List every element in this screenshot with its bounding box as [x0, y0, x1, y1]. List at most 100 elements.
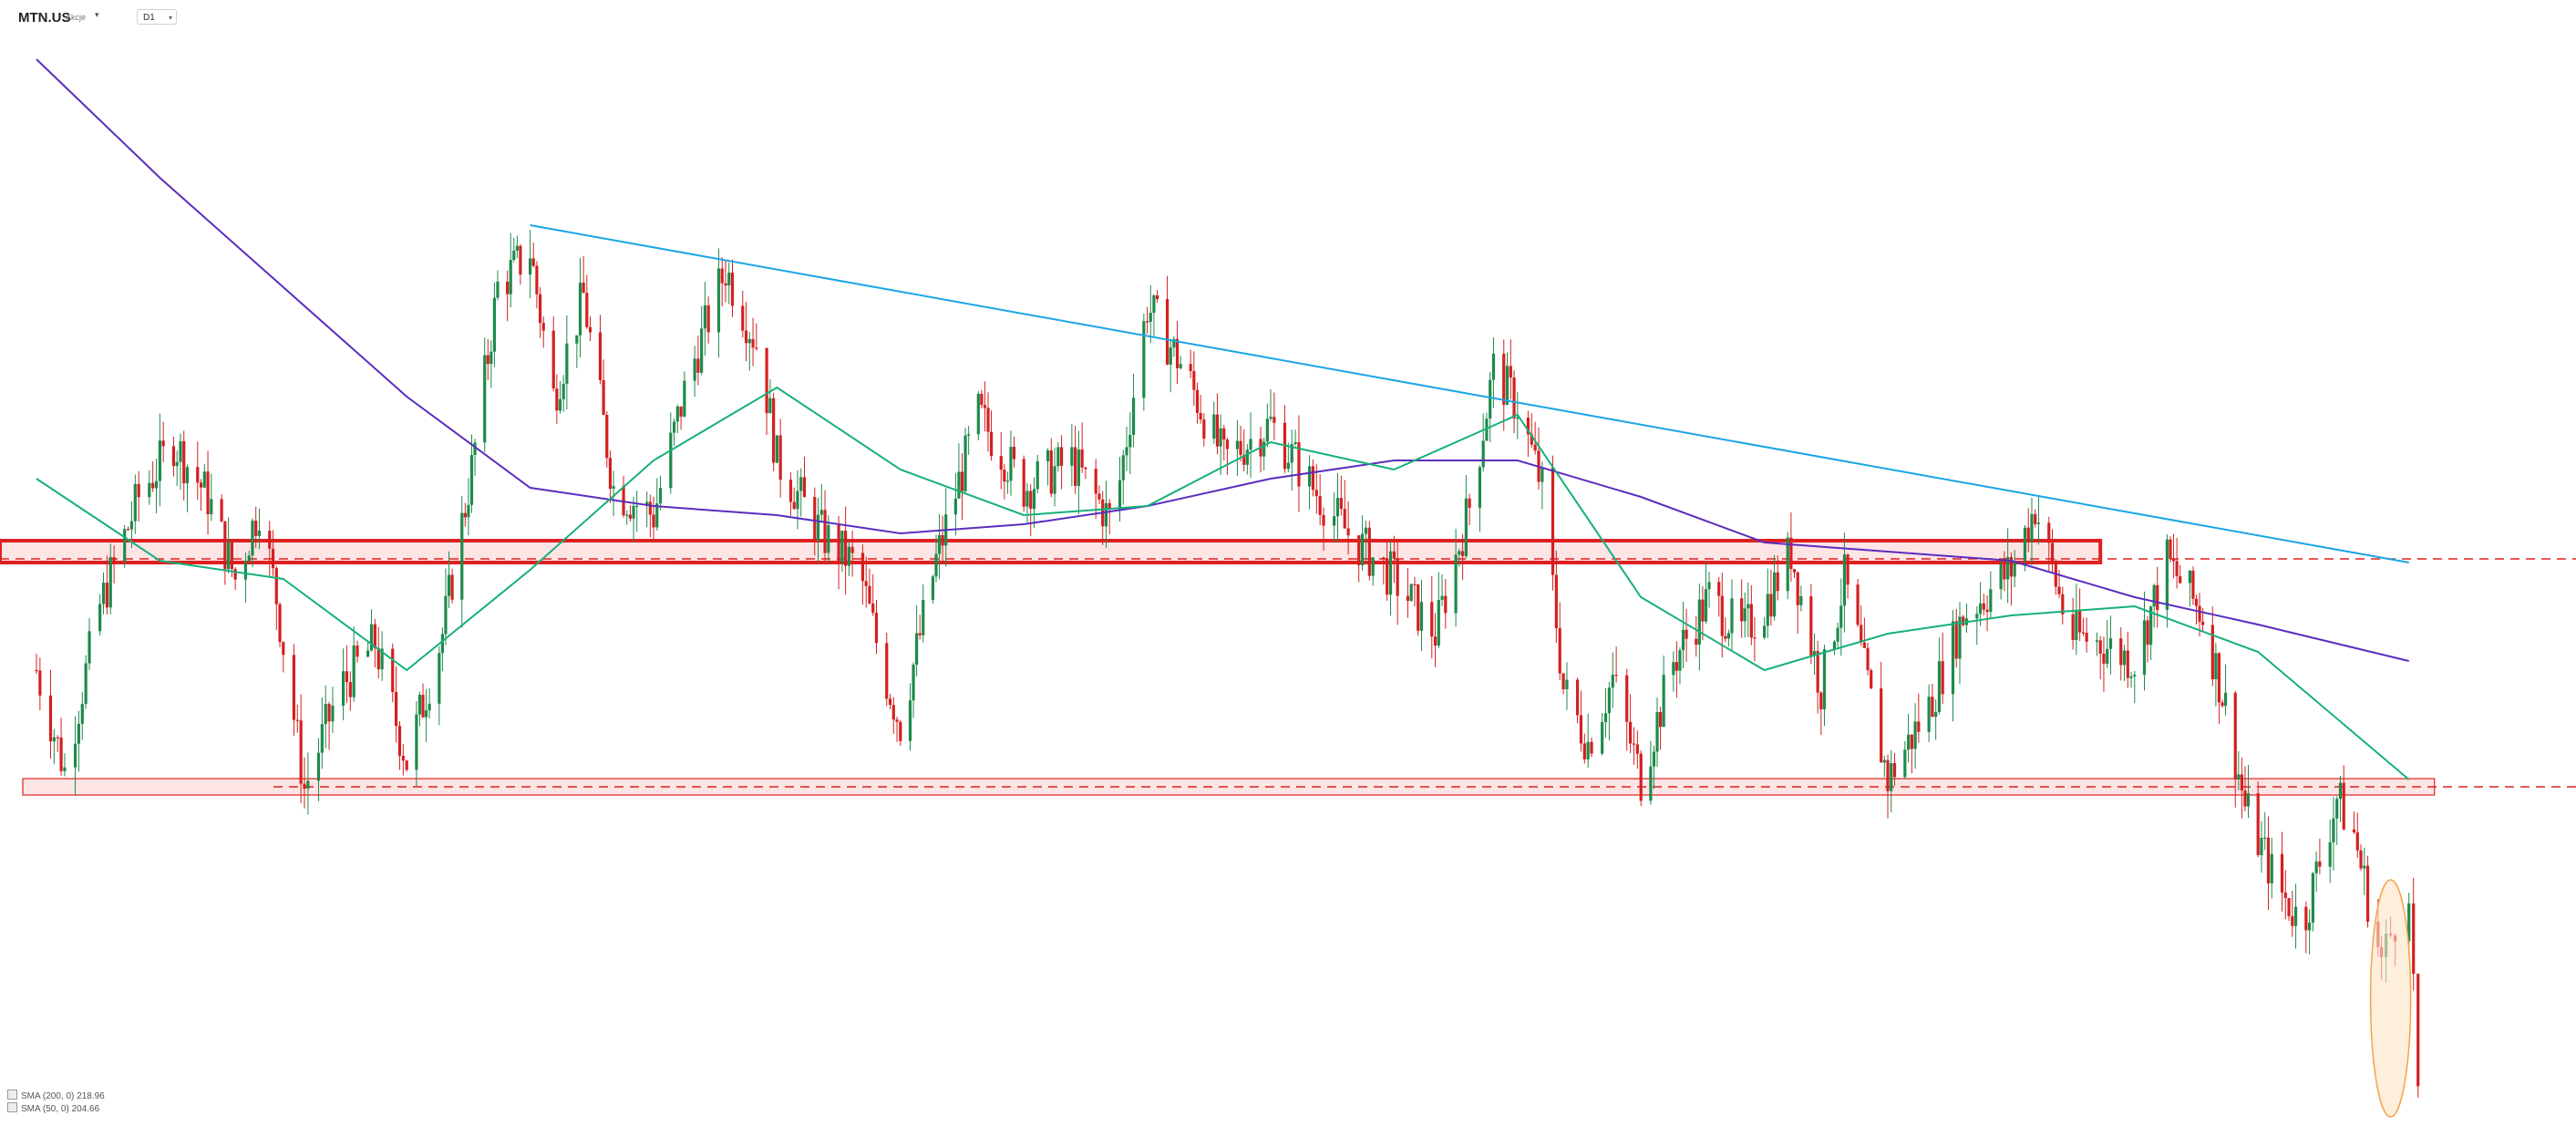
candle [506, 270, 510, 322]
candle-body [233, 569, 237, 580]
candle-body [792, 501, 796, 510]
candle [463, 502, 467, 527]
candle-body [1128, 435, 1132, 448]
candle-body [2156, 584, 2159, 610]
candle [529, 230, 532, 299]
candle [1776, 555, 1779, 601]
candle-body [243, 561, 248, 580]
candle [1704, 562, 1708, 625]
candle [727, 262, 731, 305]
candle-body [1152, 294, 1156, 314]
candle [941, 515, 944, 563]
candle-body [1318, 496, 1322, 515]
candle-body [562, 383, 565, 399]
candle [2075, 584, 2078, 656]
candle [1975, 606, 1979, 646]
candle [1489, 371, 1492, 442]
candle-body [1388, 551, 1393, 595]
candle [1392, 535, 1396, 584]
candle-body [1816, 651, 1819, 693]
candle-body [999, 456, 1003, 470]
timeframe-select[interactable]: D1 ▾ [137, 9, 177, 25]
candle [185, 464, 190, 512]
candle-body [1172, 338, 1176, 348]
candle-body [1662, 675, 1665, 728]
candle [989, 410, 994, 461]
candle [693, 346, 696, 398]
candle-body [1311, 466, 1315, 491]
candle-body [847, 546, 850, 566]
candle [1819, 690, 1823, 736]
candle-body [582, 283, 585, 294]
candle-body [274, 568, 278, 604]
candle-body [1437, 599, 1440, 646]
candle [2233, 690, 2237, 808]
candle-body [2233, 692, 2237, 780]
candle [233, 567, 237, 591]
candle-body [1029, 491, 1033, 510]
candle-body [1530, 434, 1533, 445]
candle [1322, 507, 1325, 552]
candle-body [796, 491, 799, 510]
candle-body [1036, 460, 1039, 490]
candle-body [2023, 527, 2027, 562]
legend-sma200[interactable]: SMA (200, 0) 218.96 [7, 1090, 105, 1102]
candle [331, 687, 335, 733]
candle-body [2293, 906, 2298, 926]
candle [2078, 588, 2082, 642]
candle [2416, 973, 2420, 1098]
candle-body [137, 483, 140, 498]
candle [1036, 454, 1039, 494]
candle-body [727, 273, 731, 286]
candle [1152, 294, 1156, 337]
candle [171, 437, 176, 477]
candle-body [206, 471, 210, 515]
candle-body [1108, 502, 1111, 510]
candle-body [175, 461, 179, 467]
candle-body [473, 442, 477, 456]
indicator-settings-icon[interactable] [7, 1102, 17, 1112]
candle [696, 336, 700, 386]
candle [48, 669, 53, 759]
candle [915, 604, 919, 677]
candle-body [223, 521, 227, 570]
indicator-settings-icon[interactable] [7, 1090, 17, 1100]
symbol-dropdown-icon[interactable]: ▾ [95, 10, 99, 19]
candle [2214, 643, 2218, 707]
candle [1607, 681, 1611, 741]
candle-body [376, 648, 380, 670]
candle [63, 753, 67, 777]
candle [1458, 548, 1461, 567]
candle [2246, 765, 2251, 819]
candle-body [860, 553, 865, 582]
candle-body [2291, 915, 2294, 926]
candle-body [509, 260, 512, 294]
symbol-label[interactable]: MTN.US [18, 10, 71, 26]
candle-body [1286, 462, 1290, 470]
candle [483, 337, 487, 452]
candle [1903, 740, 1907, 780]
candle-body [1603, 713, 1608, 723]
timeframe-value: D1 [143, 13, 155, 23]
candle-body [565, 343, 569, 384]
candle [1681, 601, 1685, 668]
candle-body [963, 435, 967, 491]
candle [1364, 521, 1368, 561]
candle [1601, 713, 1604, 756]
legend-sma50[interactable]: SMA (50, 0) 204.66 [7, 1102, 105, 1115]
candle [1772, 554, 1777, 621]
candle [1146, 306, 1149, 335]
candle-body [2412, 903, 2416, 975]
candle-body [80, 704, 84, 724]
candle [1836, 622, 1839, 647]
candle [1717, 576, 1721, 617]
candle-body [1652, 751, 1656, 767]
candle [652, 496, 655, 541]
candle-body [529, 258, 532, 275]
candle-body [1491, 353, 1496, 380]
descending-trendline [530, 224, 2409, 563]
candle [2006, 528, 2010, 604]
candle [816, 497, 820, 563]
candle [2171, 533, 2176, 579]
